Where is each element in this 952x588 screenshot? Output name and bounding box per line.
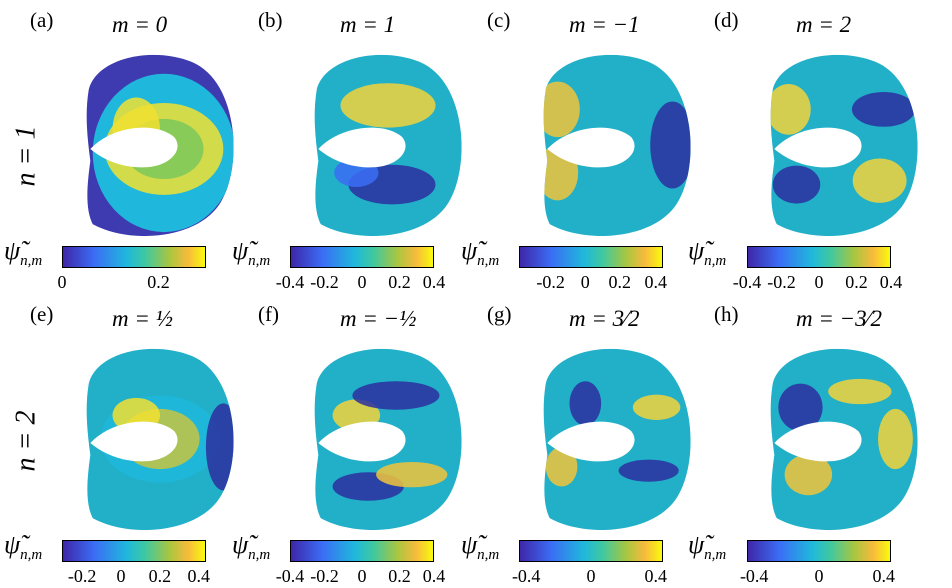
torus-surface	[543, 54, 691, 237]
colorbar-label: ψ̃n,m	[461, 236, 500, 270]
colorbar-tick-label: 0.2	[147, 272, 170, 292]
torus-surface	[314, 54, 462, 237]
colorbar-label: ψ̃n,m	[4, 530, 43, 564]
colorbar-tick-label: 0.4	[187, 566, 211, 586]
panel-label: (g)	[487, 302, 512, 326]
colorbar-tick-label: -0.4	[275, 272, 305, 292]
panel-label: (a)	[30, 8, 54, 32]
colorbar-tick-label: 0.2	[388, 566, 411, 586]
torus-surface	[770, 348, 918, 531]
colorbar-tick-label: 0	[57, 272, 67, 292]
colorbar-tick-label: 0.4	[422, 566, 446, 586]
colorbar-tick-label: 0	[814, 566, 824, 586]
row-label-n2: n = 2	[10, 410, 42, 472]
panel-label: (e)	[30, 302, 54, 326]
colorbar-tick-label: 0.4	[879, 272, 903, 292]
colorbar-tick-label: 0.2	[608, 272, 632, 292]
panel-title: m = −½	[340, 306, 417, 331]
torus-surface	[86, 54, 234, 237]
colorbar	[62, 540, 206, 562]
colorbar	[290, 246, 434, 268]
panel-title: m = 2	[796, 12, 852, 37]
colorbar-label: ψ̃n,m	[688, 236, 727, 270]
torus-surface	[543, 348, 691, 531]
panel-title: m = 3⁄2	[569, 306, 640, 331]
colorbar-tick-label: 0	[357, 272, 367, 292]
colorbar	[519, 246, 663, 268]
colorbar-label: ψ̃n,m	[688, 530, 727, 564]
panel-title: m = −3⁄2	[796, 306, 882, 331]
torus-surface	[770, 54, 918, 237]
panel-label: (b)	[258, 8, 283, 32]
colorbar-label: ψ̃n,m	[4, 236, 43, 270]
colorbar-tick-label: 0	[116, 566, 126, 586]
torus-surface	[86, 348, 234, 531]
colorbar	[747, 540, 891, 562]
colorbar	[519, 540, 663, 562]
colorbar-tick-label: 0	[580, 272, 590, 292]
colorbar-tick-label: 0.2	[388, 272, 411, 292]
colorbar-label: ψ̃n,m	[232, 236, 271, 270]
colorbar-tick-label: -0.2	[536, 272, 565, 292]
colorbar-label: ψ̃n,m	[461, 530, 500, 564]
panel-title: m = −1	[569, 12, 640, 37]
panel-label: (f)	[258, 302, 279, 326]
colorbar-tick-label: 0.2	[845, 272, 868, 292]
colorbar-tick-label: 0	[357, 566, 367, 586]
panel-title: m = ½	[112, 306, 173, 331]
colorbar-tick-label: 0.4	[644, 566, 668, 586]
colorbar-tick-label: -0.2	[310, 566, 339, 586]
colorbar-tick-label: 0.4	[644, 272, 668, 292]
colorbar	[290, 540, 434, 562]
colorbar-tick-label: -0.2	[310, 272, 339, 292]
colorbar-tick-label: -0.2	[67, 566, 97, 586]
row-label-n1: n = 1	[10, 125, 42, 187]
panel-label: (d)	[714, 8, 739, 32]
colorbar	[747, 246, 891, 268]
panel-title: m = 0	[112, 12, 168, 37]
panel-title: m = 1	[340, 12, 396, 37]
colorbar-tick-label: -0.4	[732, 272, 762, 292]
colorbar-tick-label: 0.4	[872, 566, 896, 586]
colorbar-tick-label: 0	[586, 566, 596, 586]
colorbar-label: ψ̃n,m	[232, 530, 271, 564]
colorbar-tick-label: -0.4	[511, 566, 541, 586]
panel-label: (h)	[714, 302, 739, 326]
torus-surface	[314, 348, 462, 531]
colorbar-tick-label: 0.2	[148, 566, 172, 586]
colorbar-tick-label: 0.4	[422, 272, 446, 292]
colorbar-tick-label: -0.2	[767, 272, 796, 292]
colorbar-tick-label: -0.4	[275, 566, 305, 586]
panel-label: (c)	[487, 8, 511, 32]
colorbar-tick-label: 0	[814, 272, 824, 292]
colorbar	[62, 246, 206, 268]
colorbar-tick-label: -0.4	[739, 566, 769, 586]
